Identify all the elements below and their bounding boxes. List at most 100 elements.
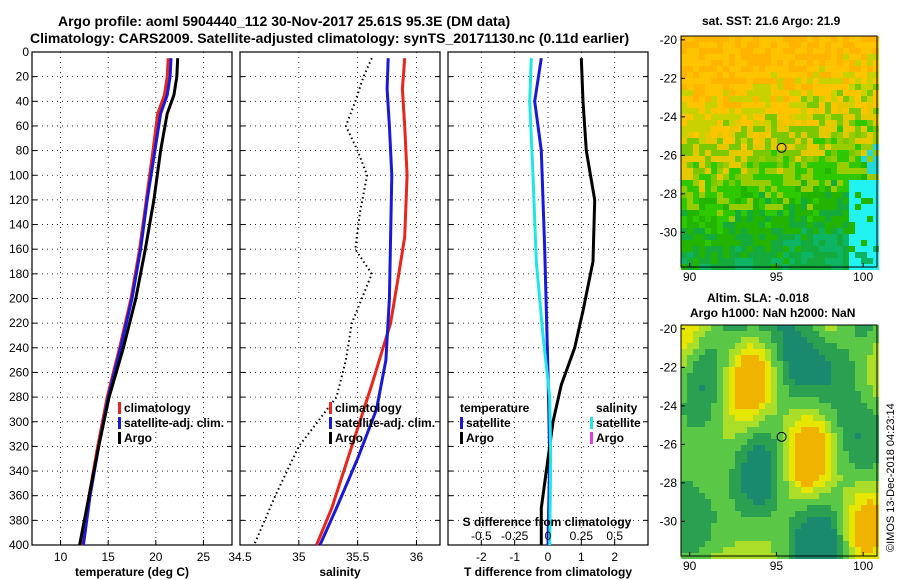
map-0-pixel: [807, 60, 813, 66]
map-1-pixel: [723, 421, 729, 427]
map-0-pixel: [867, 72, 873, 78]
map-0-pixel: [753, 78, 759, 84]
map-1-pixel: [729, 337, 735, 343]
map-1-pixel: [801, 439, 807, 445]
map-1-pixel: [861, 445, 867, 451]
map-0-pixel: [699, 168, 705, 174]
map-1-pixel: [831, 475, 837, 481]
map-0-pixel: [819, 138, 825, 144]
map-0-pixel: [729, 246, 735, 252]
map-1-pixel: [741, 415, 747, 421]
map-0-pixel: [825, 204, 831, 210]
map-1-pixel: [765, 373, 771, 379]
map-0-pixel: [843, 72, 849, 78]
map-0-pixel: [729, 126, 735, 132]
map-0-pixel: [855, 138, 861, 144]
map-0-pixel: [813, 120, 819, 126]
map-0-pixel: [813, 96, 819, 102]
map-0-pixel: [681, 192, 687, 198]
map-0-pixel: [771, 168, 777, 174]
map-0-pixel: [795, 102, 801, 108]
map-0-pixel: [687, 222, 693, 228]
map-1-pixel: [687, 331, 693, 337]
map-1-pixel: [723, 415, 729, 421]
map-1-pixel: [843, 349, 849, 355]
map-1-pixel: [711, 367, 717, 373]
map-0-pixel: [819, 222, 825, 228]
map-0-pixel: [765, 138, 771, 144]
map-0-pixel: [795, 204, 801, 210]
map-0-pixel: [801, 138, 807, 144]
map-0-pixel: [855, 180, 861, 186]
map-1-pixel: [789, 493, 795, 499]
map-0-pixel: [723, 114, 729, 120]
map-1-pixel: [849, 493, 855, 499]
map-1-pixel: [801, 325, 807, 331]
map-0-pixel: [693, 228, 699, 234]
map-0-pixel: [699, 102, 705, 108]
map-1-pixel: [729, 547, 735, 553]
map-0-pixel: [759, 228, 765, 234]
map-1-pixel: [807, 361, 813, 367]
map-1-pixel: [705, 343, 711, 349]
map-1-pixel: [849, 511, 855, 517]
diff-legend-temperature-swatch: [460, 417, 463, 429]
map-1-pixel: [735, 349, 741, 355]
map-1-pixel: [717, 469, 723, 475]
panel-2-xtick-label: 0: [545, 550, 552, 564]
map-1-pixel: [831, 493, 837, 499]
map-0-pixel: [813, 156, 819, 162]
map-1-pixel: [753, 469, 759, 475]
map-1-pixel: [747, 505, 753, 511]
map-1-pixel: [861, 373, 867, 379]
map-1-pixel: [741, 397, 747, 403]
map-1-pixel: [711, 397, 717, 403]
map-1-pixel: [783, 409, 789, 415]
map-1-pixel: [807, 463, 813, 469]
map-0-pixel: [801, 192, 807, 198]
map-0-pixel: [693, 150, 699, 156]
map-1-pixel: [765, 535, 771, 541]
map-0-pixel: [729, 234, 735, 240]
map-0-pixel: [735, 60, 741, 66]
map-0-pixel: [855, 258, 861, 264]
map-0-pixel: [735, 156, 741, 162]
map-0-pixel: [843, 54, 849, 60]
map-1-pixel: [771, 439, 777, 445]
map-0-pixel: [777, 186, 783, 192]
map-0-pixel: [789, 258, 795, 264]
map-1-pixel: [813, 361, 819, 367]
map-0-pixel: [771, 228, 777, 234]
map-1-pixel: [843, 373, 849, 379]
map-1-pixel: [723, 445, 729, 451]
map-0-pixel: [825, 144, 831, 150]
map-0-pixel: [825, 198, 831, 204]
map-1-pixel: [849, 457, 855, 463]
map-1-pixel: [819, 349, 825, 355]
map-0-pixel: [711, 198, 717, 204]
map-1-pixel: [825, 451, 831, 457]
map-1-pixel: [807, 379, 813, 385]
map-0-pixel: [723, 42, 729, 48]
map-1-pixel: [801, 451, 807, 457]
map-0-pixel: [729, 120, 735, 126]
map-0-pixel: [873, 258, 879, 264]
map-0-pixel: [825, 222, 831, 228]
map-0-pixel: [777, 54, 783, 60]
map-0-ytick-label: -26: [660, 148, 678, 162]
map-0-pixel: [747, 252, 753, 258]
map-1-pixel: [729, 379, 735, 385]
map-0-pixel: [753, 54, 759, 60]
map-0-pixel: [849, 72, 855, 78]
map-1-pixel: [759, 409, 765, 415]
map-1-pixel: [837, 391, 843, 397]
map-1-pixel: [759, 451, 765, 457]
map-0-pixel: [789, 174, 795, 180]
map-0-pixel: [705, 108, 711, 114]
map-0-pixel: [873, 180, 879, 186]
map-1-pixel: [825, 397, 831, 403]
map-1-pixel: [699, 445, 705, 451]
map-0-pixel: [699, 72, 705, 78]
map-0-ytick-label: -24: [660, 110, 678, 124]
map-1-pixel: [735, 475, 741, 481]
